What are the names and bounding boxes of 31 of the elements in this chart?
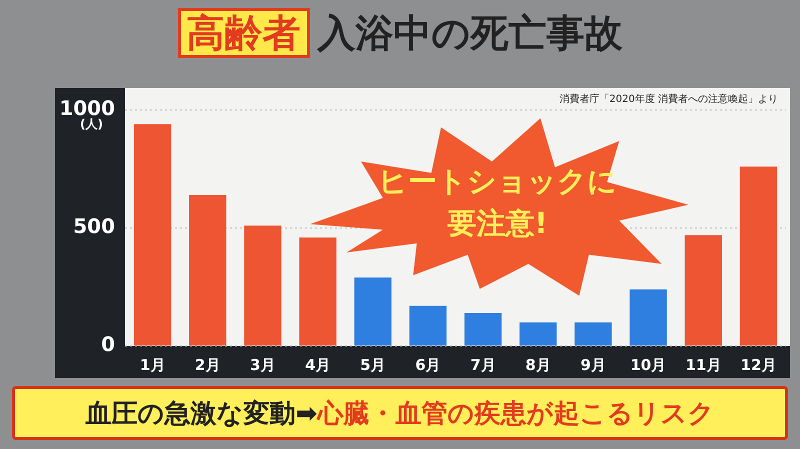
bar xyxy=(464,312,502,346)
bar xyxy=(574,322,612,346)
x-tick-label: 2月 xyxy=(194,356,220,374)
x-tick-label: 1月 xyxy=(140,356,166,374)
y-tick-label: 500 xyxy=(73,214,115,238)
bar xyxy=(409,306,447,346)
bar xyxy=(354,278,392,346)
bar xyxy=(684,235,722,346)
y-axis-title: (人) xyxy=(80,116,103,133)
x-tick-label: 3月 xyxy=(250,356,276,374)
bar xyxy=(134,124,172,346)
x-tick-label: 6月 xyxy=(415,356,441,374)
x-tick-label: 12月 xyxy=(740,356,776,374)
bar xyxy=(740,166,778,346)
x-tick-label: 11月 xyxy=(685,356,722,374)
x-tick-label: 9月 xyxy=(580,356,606,374)
x-tick-label: 4月 xyxy=(305,356,331,374)
chart-title: 高齢者 入浴中の死亡事故 xyxy=(186,10,622,57)
bar xyxy=(244,226,282,346)
x-tick-label: 5月 xyxy=(360,356,386,374)
bar xyxy=(520,322,557,346)
text: 消費者庁「2020年度 消費者への注意喚起」より xyxy=(559,92,778,106)
bar xyxy=(189,194,226,346)
y-tick-label: 0 xyxy=(101,332,115,356)
x-tick-label: 10月 xyxy=(630,356,666,374)
bar xyxy=(630,289,667,346)
x-tick-label: 7月 xyxy=(470,356,496,374)
bar xyxy=(299,237,336,346)
x-tick-label: 8月 xyxy=(525,356,551,374)
annotation: ヒートショックに要注意! xyxy=(377,163,618,242)
text: 血圧の急激な変動➡心臓・血管の疾患が起こるリスク xyxy=(86,398,714,430)
